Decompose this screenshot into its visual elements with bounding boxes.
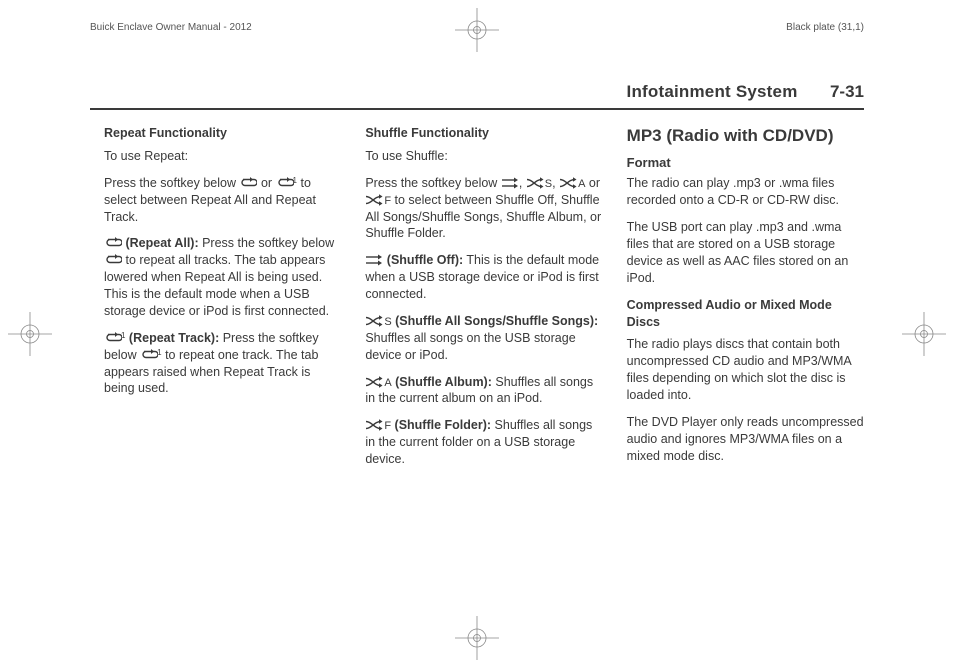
shuffle-comma1: , (519, 176, 526, 190)
regmark-left (8, 312, 52, 356)
shuffle-album-para: A (Shuffle Album): Shuffles all songs in… (365, 374, 602, 408)
regmark-bottom (455, 616, 499, 660)
top-header-row: Buick Enclave Owner Manual - 2012 Black … (90, 22, 864, 33)
repeat-track-icon-inline (140, 348, 158, 362)
column-mp3: MP3 (Radio with CD/DVD) Format The radio… (627, 125, 864, 548)
shuffle-off-para: (Shuffle Off): This is the default mode … (365, 252, 602, 303)
repeat-instr-mid: or (257, 176, 275, 190)
mp3-p1: The radio can play .mp3 or .wma files re… (627, 175, 864, 209)
shuffle-off-icon-lead (365, 253, 383, 267)
shuffle-songs-letter: S (384, 316, 391, 328)
repeat-all-body-a: Press the softkey below (199, 236, 334, 250)
repeat-track-para: 1 (Repeat Track): Press the softkey belo… (104, 330, 341, 398)
repeat-heading: Repeat Functionality (104, 125, 341, 142)
repeat-all-label: (Repeat All): (122, 236, 199, 250)
shuffle-letter-s: S (545, 178, 552, 190)
mp3-sub-format: Format (627, 154, 864, 172)
shuffle-comma2: , (552, 176, 559, 190)
shuffle-folder-icon (365, 193, 383, 207)
repeat-all-icon-inline (104, 253, 122, 267)
shuffle-album-icon (559, 176, 577, 190)
shuffle-songs-label: (Shuffle All Songs/Shuffle Songs): (392, 314, 598, 328)
shuffle-heading: Shuffle Functionality (365, 125, 602, 142)
shuffle-folder-label: (Shuffle Folder): (391, 418, 491, 432)
shuffle-songs-icon (526, 176, 544, 190)
section-page: 7-31 (830, 82, 864, 101)
shuffle-or: or (585, 176, 600, 190)
page: Buick Enclave Owner Manual - 2012 Black … (0, 0, 954, 668)
shuffle-songs-body: Shuffles all songs on the USB storage de… (365, 331, 575, 362)
repeat-instruction: Press the softkey below or 1 to select b… (104, 175, 341, 226)
shuffle-instr-pre: Press the softkey below (365, 176, 500, 190)
mp3-sub-compressed: Compressed Audio or Mixed Mode Discs (627, 297, 864, 331)
repeat-intro: To use Repeat: (104, 148, 341, 165)
repeat-track-label: (Repeat Track): (125, 331, 219, 345)
shuffle-off-icon (501, 176, 519, 190)
column-shuffle: Shuffle Functionality To use Shuffle: Pr… (365, 125, 602, 548)
repeat-track-icon (276, 176, 294, 190)
section-title: Infotainment System (627, 82, 798, 101)
regmark-right (902, 312, 946, 356)
shuffle-folder-para: F (Shuffle Folder): Shuffles all songs i… (365, 417, 602, 468)
shuffle-folder-icon-lead (365, 418, 383, 432)
shuffle-songs-para: S (Shuffle All Songs/Shuffle Songs): Shu… (365, 313, 602, 364)
shuffle-instruction: Press the softkey below , S, A or F to s… (365, 175, 602, 243)
repeat-all-icon (104, 236, 122, 250)
mp3-p4: The DVD Player only reads uncompressed a… (627, 414, 864, 465)
repeat-all-body-b: to repeat all tracks. The tab appears lo… (104, 253, 329, 318)
repeat-instr-pre: Press the softkey below (104, 176, 239, 190)
mp3-heading: MP3 (Radio with CD/DVD) (627, 125, 864, 148)
repeat-all-para: (Repeat All): Press the softkey below to… (104, 235, 341, 319)
mp3-p3: The radio plays discs that contain both … (627, 336, 864, 404)
section-header: Infotainment System 7-31 (90, 82, 864, 110)
plate-label: Black plate (31,1) (786, 22, 864, 33)
shuffle-album-icon-lead (365, 375, 383, 389)
shuffle-songs-icon-lead (365, 314, 383, 328)
shuffle-album-label: (Shuffle Album): (392, 375, 492, 389)
column-repeat: Repeat Functionality To use Repeat: Pres… (104, 125, 341, 548)
shuffle-instr-post: to select between Shuffle Off, Shuffle A… (365, 193, 601, 241)
shuffle-off-label: (Shuffle Off): (383, 253, 463, 267)
repeat-track-icon-lead (104, 331, 122, 345)
manual-title: Buick Enclave Owner Manual - 2012 (90, 22, 252, 33)
mp3-p2: The USB port can play .mp3 and .wma file… (627, 219, 864, 287)
content-columns: Repeat Functionality To use Repeat: Pres… (104, 125, 864, 548)
repeat-icon (239, 176, 257, 190)
shuffle-album-letter: A (384, 377, 391, 389)
shuffle-intro: To use Shuffle: (365, 148, 602, 165)
